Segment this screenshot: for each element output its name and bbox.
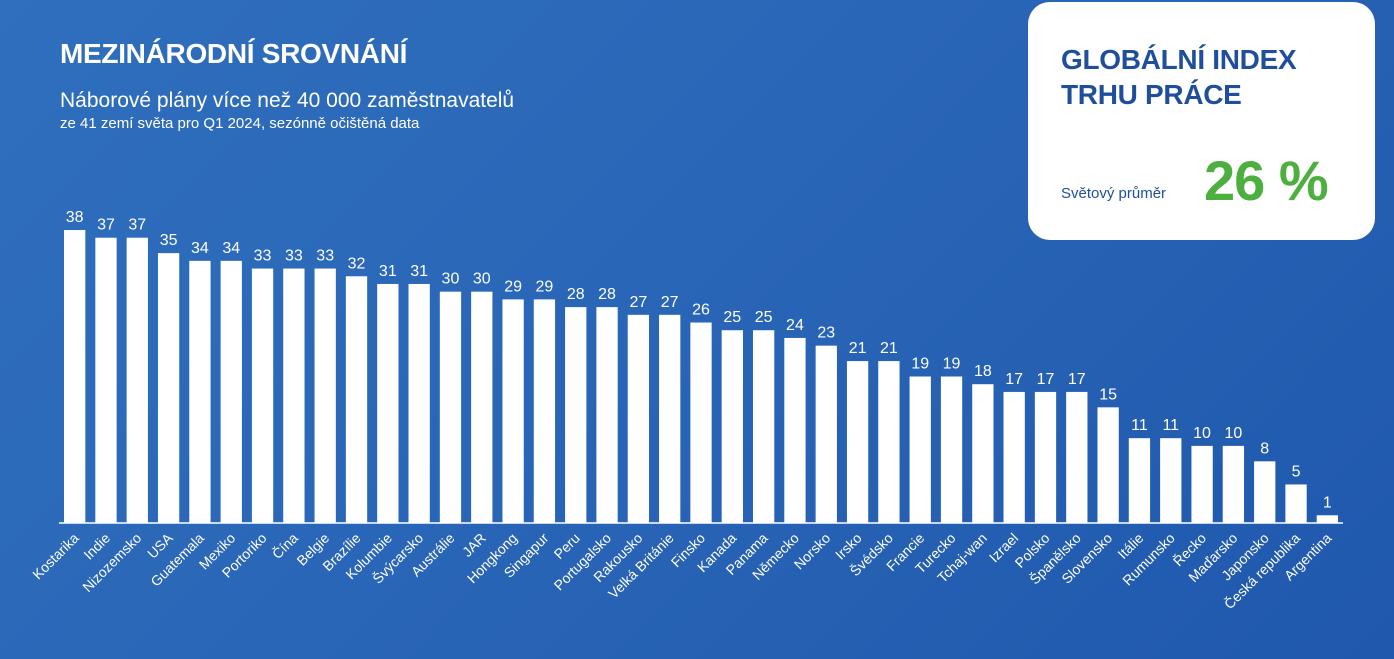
value-label-36: 11 <box>1162 417 1179 434</box>
card-value: 26 % <box>1204 149 1329 212</box>
value-label-30: 18 <box>974 363 992 380</box>
bar-3 <box>126 237 148 523</box>
value-label-24: 24 <box>786 317 804 334</box>
category-label-25: Norsko <box>791 530 834 573</box>
value-label-28: 19 <box>911 356 929 373</box>
bar-33 <box>1066 391 1088 523</box>
value-label-12: 31 <box>410 263 428 280</box>
value-label-4: 35 <box>160 232 178 249</box>
bar-38 <box>1222 445 1245 523</box>
bar-35 <box>1128 438 1151 523</box>
bar-11 <box>377 283 399 523</box>
bar-7 <box>251 268 274 523</box>
value-label-3: 37 <box>128 217 146 234</box>
bar-4 <box>157 253 180 523</box>
bar-27 <box>878 361 900 523</box>
bar-16 <box>533 299 556 523</box>
value-label-31: 17 <box>1005 371 1023 388</box>
value-labels-group: 38 37 37 35 34 34 33 33 33 32 31 31 30 30 29 29 28 28 27 27… <box>66 209 1332 511</box>
category-label-3: Nizozemsko <box>79 530 144 595</box>
value-label-27: 21 <box>880 340 898 357</box>
value-label-22: 25 <box>723 309 741 326</box>
bar-12 <box>408 283 430 523</box>
value-label-17: 28 <box>567 286 585 303</box>
bar-13 <box>439 291 462 523</box>
bar-22 <box>721 330 743 523</box>
bar-31 <box>1003 391 1025 523</box>
value-label-9: 33 <box>316 248 334 265</box>
bar-34 <box>1097 407 1119 523</box>
bar-10 <box>345 276 368 523</box>
value-label-8: 33 <box>285 248 303 265</box>
bar-15 <box>502 299 524 523</box>
value-label-13: 30 <box>442 271 460 288</box>
value-label-14: 30 <box>473 271 491 288</box>
page-subtitle: Náborové plány více než 40 000 zaměstnav… <box>60 89 515 112</box>
bar-5 <box>189 260 211 523</box>
bar-1 <box>64 230 86 523</box>
value-label-32: 17 <box>1037 371 1055 388</box>
value-label-33: 17 <box>1068 371 1086 388</box>
bar-40 <box>1285 484 1307 523</box>
page-subtitle-secondary: ze 41 zemí světa pro Q1 2024, sezónně oč… <box>60 115 420 132</box>
value-label-11: 31 <box>379 263 397 280</box>
value-label-6: 34 <box>222 240 240 257</box>
card-title: GLOBÁLNÍ INDEX TRHU PRÁCE <box>1061 44 1297 110</box>
bar-24 <box>784 337 806 523</box>
value-label-5: 34 <box>191 240 209 257</box>
category-label-1: Kostarika <box>29 530 82 583</box>
bar-41 <box>1316 515 1338 523</box>
bar-2 <box>95 237 117 523</box>
global-index-card: GLOBÁLNÍ INDEX TRHU PRÁCE Světový průměr… <box>1028 2 1375 240</box>
value-label-1: 38 <box>66 209 84 226</box>
bar-30 <box>972 384 994 523</box>
value-label-23: 25 <box>755 309 773 326</box>
bar-20 <box>659 314 681 523</box>
bar-36 <box>1160 438 1182 523</box>
value-label-21: 26 <box>692 302 710 319</box>
bar-17 <box>565 307 587 523</box>
value-label-40: 5 <box>1292 463 1301 480</box>
value-label-16: 29 <box>536 278 554 295</box>
card-label: Světový průměr <box>1061 185 1167 202</box>
bar-21 <box>690 322 712 523</box>
value-label-2: 37 <box>97 217 115 234</box>
bars-group <box>64 230 1338 523</box>
value-label-18: 28 <box>598 286 616 303</box>
value-label-35: 11 <box>1131 417 1148 434</box>
bar-37 <box>1191 445 1213 523</box>
value-label-7: 33 <box>254 248 272 265</box>
value-label-34: 15 <box>1099 386 1117 403</box>
bar-8 <box>283 268 305 523</box>
value-label-26: 21 <box>849 340 867 357</box>
bar-29 <box>940 376 963 523</box>
bar-28 <box>909 376 931 523</box>
value-label-39: 8 <box>1260 440 1269 457</box>
value-label-19: 27 <box>629 294 647 311</box>
value-label-29: 19 <box>943 356 961 373</box>
bar-39 <box>1254 461 1276 523</box>
bar-26 <box>846 361 869 523</box>
value-label-25: 23 <box>817 325 835 342</box>
value-label-38: 10 <box>1224 425 1242 442</box>
bar-23 <box>752 330 775 523</box>
bar-18 <box>596 307 618 523</box>
bar-9 <box>314 268 336 523</box>
value-label-37: 10 <box>1193 425 1211 442</box>
bar-19 <box>627 314 650 523</box>
bar-25 <box>815 345 837 523</box>
value-label-10: 32 <box>348 255 366 272</box>
bar-6 <box>220 260 242 523</box>
value-label-41: 1 <box>1323 494 1332 511</box>
bar-14 <box>471 291 493 523</box>
page-title: MEZINÁRODNÍ SROVNÁNÍ <box>60 38 408 69</box>
bar-32 <box>1034 391 1057 523</box>
value-label-15: 29 <box>504 278 522 295</box>
value-label-20: 27 <box>661 294 679 311</box>
